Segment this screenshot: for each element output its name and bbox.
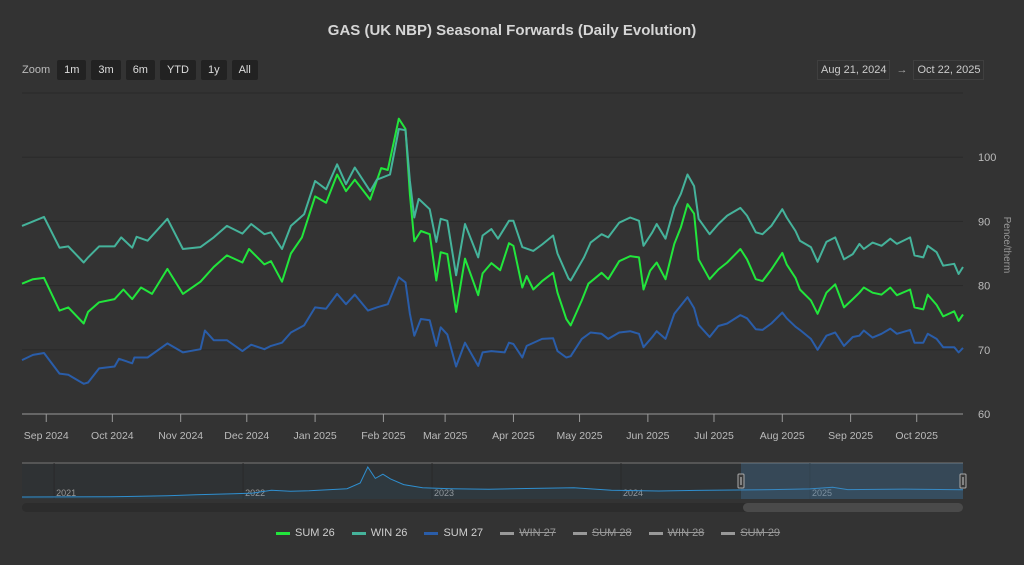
y-tick-label: 80 xyxy=(978,281,990,293)
y-tick-label: 100 xyxy=(978,152,996,164)
legend-item-sum-29[interactable]: SUM 29 xyxy=(721,527,780,539)
x-tick-label: Apr 2025 xyxy=(492,430,535,442)
legend-swatch-icon xyxy=(572,531,587,535)
series-line-sum-27 xyxy=(21,276,964,385)
legend-swatch-icon xyxy=(500,531,515,535)
scrollbar-track[interactable] xyxy=(22,503,963,512)
legend-item-win-28[interactable]: WIN 28 xyxy=(648,527,705,539)
y-tick-label: 70 xyxy=(978,345,990,357)
legend-label: SUM 29 xyxy=(740,527,781,539)
y-axis-label: Pence/therm xyxy=(1001,217,1012,274)
navigator-year-label: 2025 xyxy=(812,488,832,498)
x-tick-label: Dec 2024 xyxy=(224,430,269,442)
scrollbar-thumb[interactable] xyxy=(743,503,963,512)
legend-swatch-icon xyxy=(424,531,439,535)
series-line-sum-26 xyxy=(21,117,964,327)
navigator-year-label: 2021 xyxy=(56,488,76,498)
y-tick-label: 90 xyxy=(978,216,990,228)
zoom-all-button[interactable]: All xyxy=(231,60,258,80)
x-tick-label: Oct 2024 xyxy=(91,430,134,442)
legend-swatch-icon xyxy=(648,531,663,535)
zoom-1m-button[interactable]: 1m xyxy=(57,60,87,80)
x-tick-label: Jun 2025 xyxy=(626,430,669,442)
legend-swatch-icon xyxy=(721,531,736,535)
legend-swatch-icon xyxy=(276,531,290,535)
y-tick-label: 60 xyxy=(978,409,990,421)
legend-item-sum-26[interactable]: SUM 26 xyxy=(276,527,335,539)
series-line-win-26 xyxy=(21,128,964,282)
legend-label: SUM 26 xyxy=(295,527,335,539)
legend-label: WIN 27 xyxy=(519,527,556,539)
legend-item-win-26[interactable]: WIN 26 xyxy=(351,527,408,539)
navigator-year-label: 2023 xyxy=(434,488,454,498)
zoom-ytd-button[interactable]: YTD xyxy=(159,60,196,80)
x-tick-label: Mar 2025 xyxy=(423,430,468,442)
x-tick-label: Jul 2025 xyxy=(694,430,734,442)
navigator-line xyxy=(21,465,964,498)
zoom-6m-button[interactable]: 6m xyxy=(125,60,155,80)
navigator-background xyxy=(22,463,963,499)
x-tick-label: Nov 2024 xyxy=(158,430,203,442)
x-tick-label: Sep 2024 xyxy=(24,430,69,442)
zoom-1y-button[interactable]: 1y xyxy=(200,60,227,80)
range-from-input[interactable]: Aug 21, 2024 xyxy=(817,60,891,80)
date-range: Aug 21, 2024 → Oct 22, 2025 xyxy=(817,60,985,80)
x-tick-label: Sep 2025 xyxy=(828,430,873,442)
legend-label: WIN 28 xyxy=(667,527,705,539)
navigator-year-label: 2024 xyxy=(623,488,643,498)
x-tick-label: Feb 2025 xyxy=(361,430,406,442)
zoom-selector: Zoom 1m 3m 6m YTD 1y All xyxy=(22,60,258,80)
range-arrow-icon: → xyxy=(896,64,908,76)
zoom-3m-button[interactable]: 3m xyxy=(91,60,121,80)
legend-item-sum-28[interactable]: SUM 28 xyxy=(572,527,632,539)
x-tick-label: Aug 2025 xyxy=(760,430,805,442)
x-tick-label: May 2025 xyxy=(556,430,602,442)
x-tick-label: Jan 2025 xyxy=(293,430,336,442)
navigator-area xyxy=(22,467,963,499)
legend-label: SUM 28 xyxy=(591,527,632,539)
navigator-selected-window[interactable] xyxy=(741,463,963,499)
legend-label: SUM 27 xyxy=(443,527,484,539)
zoom-label: Zoom xyxy=(22,64,51,76)
chart-title: GAS (UK NBP) Seasonal Forwards (Daily Ev… xyxy=(327,22,697,39)
range-to-input[interactable]: Oct 22, 2025 xyxy=(913,60,985,80)
legend-swatch-icon xyxy=(351,531,366,535)
legend-item-sum-27[interactable]: SUM 27 xyxy=(424,527,483,539)
legend: SUM 26 WIN 26 SUM 27 WIN 27 SUM 28 WIN 28 SUM … xyxy=(276,527,780,539)
legend-item-win-27[interactable]: WIN 27 xyxy=(500,527,556,539)
x-tick-label: Oct 2025 xyxy=(895,430,938,442)
legend-label: WIN 26 xyxy=(370,527,408,539)
